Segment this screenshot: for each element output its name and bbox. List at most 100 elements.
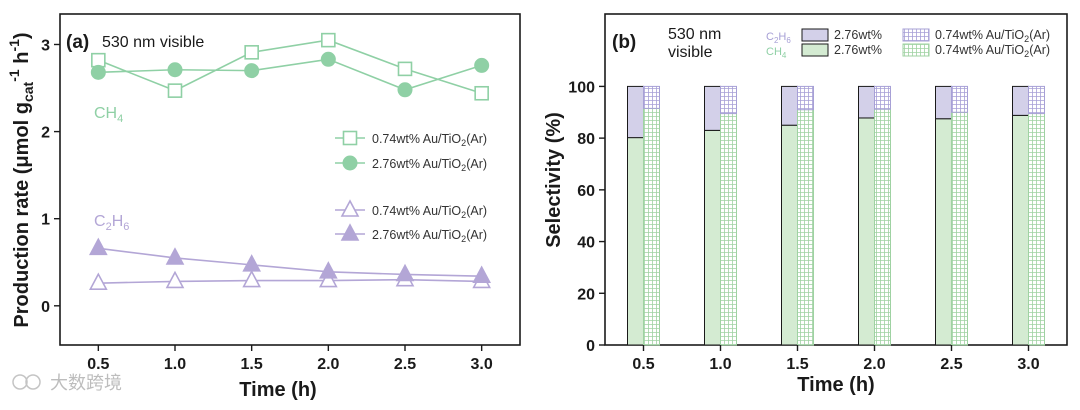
panel-a-x-tick-label: 0.5 xyxy=(87,356,109,373)
data-point-ch4_074 xyxy=(244,45,259,60)
legend-label-c2h6_276: 2.76wt% Au/TiO2(Ar) xyxy=(372,228,487,244)
panel-a-xlabel: Time (h) xyxy=(239,379,316,401)
panel-a-y-tick-label: 0 xyxy=(41,299,50,316)
bar-c2h6-276 xyxy=(1012,85,1029,116)
legend-swatch-ch4-276 xyxy=(801,43,829,57)
data-point-ch4_074 xyxy=(321,32,336,48)
legend-col2-row1-end: (Ar) xyxy=(1029,28,1050,42)
panel-a-y-tick-label: 2 xyxy=(41,125,50,142)
series-line-ch4_276 xyxy=(98,58,482,91)
legend-marker-ch4_074 xyxy=(342,130,358,146)
data-point-ch4_276 xyxy=(244,63,260,79)
legend-c2h6-c: C xyxy=(766,31,774,43)
legend-ch4-label: CH4 xyxy=(766,46,787,60)
data-point-ch4_276 xyxy=(167,62,183,78)
legend-col2-row1: 0.74wt% Au/TiO2(Ar) xyxy=(935,28,1050,44)
panel-b-legend: C2H6 CH4 2.76wt% 2.76wt% 0.74wt% Au/TiO2… xyxy=(766,28,1050,60)
data-point-ch4_276 xyxy=(320,51,336,67)
bar-c2h6-074 xyxy=(643,85,660,109)
panel-a-x-tick-label: 1.5 xyxy=(241,356,263,373)
data-point-ch4_276 xyxy=(397,82,413,98)
panel-b-y-tick-label: 100 xyxy=(568,79,595,96)
ylabel-sup2: -1 xyxy=(6,39,22,52)
panel-b-label: (b) xyxy=(612,32,636,53)
legend-ch4-ch: CH xyxy=(766,46,782,58)
panel-b-x-tick-label: 1.0 xyxy=(709,356,731,373)
panel-b-x-tick-label: 1.5 xyxy=(786,356,808,373)
legend-c2h6-label: C2H6 xyxy=(766,31,791,45)
legend-label-ch4_074: 0.74wt% Au/TiO2(Ar) xyxy=(372,132,487,148)
c2h6-label-h: H xyxy=(112,213,124,230)
data-point-c2h6_276 xyxy=(395,263,415,282)
bar-ch4-074 xyxy=(951,111,968,346)
panel-a-x-tick-label: 2.0 xyxy=(317,356,339,373)
bar-ch4-074 xyxy=(874,108,891,346)
bar-c2h6-276 xyxy=(704,85,721,131)
bar-c2h6-074 xyxy=(1028,85,1045,115)
data-point-c2h6_276 xyxy=(472,265,491,283)
panel-b-y-tick-label: 0 xyxy=(586,338,595,355)
bar-ch4-074 xyxy=(643,107,660,346)
bar-c2h6-276 xyxy=(627,85,644,139)
panel-b-x-tick-label: 0.5 xyxy=(632,356,654,373)
data-point-c2h6_074 xyxy=(165,270,185,289)
ch4-label-sub: 4 xyxy=(117,113,123,125)
panel-a-series xyxy=(89,32,491,290)
legend-label-ch4_276: 2.76wt% Au/TiO2(Ar) xyxy=(372,157,487,173)
panel-a-c2h6-label: C2H6 xyxy=(94,213,129,233)
legend-swatch-c2h6-276 xyxy=(801,28,829,42)
panel-a-ch4-label: CH4 xyxy=(94,105,123,125)
ylabel-mid: h xyxy=(11,52,33,70)
panel-b-frame xyxy=(604,13,1068,346)
legend-col2-row1-main: 0.74wt% Au/TiO xyxy=(935,28,1024,42)
panel-b-x-tick-label: 3.0 xyxy=(1017,356,1039,373)
panel-a-frame xyxy=(59,13,521,346)
panel-a-legend: 0.74wt% Au/TiO2(Ar) 2.76wt% Au/TiO2(Ar) 0.… xyxy=(335,130,487,244)
panel-b-condition-line1: 530 nm xyxy=(668,26,721,43)
panel-b-bars xyxy=(627,85,1045,346)
data-point-ch4_074 xyxy=(167,83,183,98)
ylabel-main: Production rate (μmol g xyxy=(11,102,33,328)
panel-b-y-tick-label: 40 xyxy=(577,235,595,252)
bar-ch4-276 xyxy=(858,117,875,346)
bar-ch4-074 xyxy=(720,113,737,346)
data-point-c2h6_074 xyxy=(319,269,338,288)
data-point-ch4_074 xyxy=(474,85,489,101)
bar-c2h6-276 xyxy=(781,85,798,126)
bar-c2h6-074 xyxy=(874,85,891,110)
data-point-ch4_276 xyxy=(474,57,490,73)
panel-b-x-tick-label: 2.0 xyxy=(863,356,885,373)
data-point-ch4_276 xyxy=(90,64,106,80)
legend-marker-ch4_276 xyxy=(342,155,358,171)
legend-ch4-sub4: 4 xyxy=(782,51,787,60)
bar-c2h6-074 xyxy=(720,85,737,115)
panel-a-x-tick-label: 3.0 xyxy=(471,356,493,373)
bar-ch4-276 xyxy=(781,124,798,346)
watermark: 大数跨境 xyxy=(12,373,122,393)
data-point-c2h6_074 xyxy=(89,272,108,290)
panel-b-axes: 0.5 1.0 1.5 2.0 2.5 3.0 0 20 40 60 80 100 xyxy=(568,79,1039,373)
c2h6-label-sub2: 2 xyxy=(106,221,112,233)
bar-ch4-276 xyxy=(935,118,952,346)
legend-marker-c2h6_276 xyxy=(340,223,360,241)
c2h6-label-c: C xyxy=(94,213,106,230)
data-point-ch4_074 xyxy=(91,52,106,68)
legend-c2h6-sub6: 6 xyxy=(786,36,791,45)
series-line-ch4_074 xyxy=(98,39,482,95)
legend-col1-row1: 2.76wt% xyxy=(834,28,882,42)
bar-ch4-276 xyxy=(627,137,644,346)
legend-swatch-ch4-074 xyxy=(902,43,930,57)
data-point-ch4_074 xyxy=(397,61,413,77)
legend-swatch-c2h6-074 xyxy=(902,28,930,42)
bar-c2h6-276 xyxy=(935,85,952,120)
ylabel-sub: cat xyxy=(20,81,36,102)
panel-a-condition: 530 nm visible xyxy=(102,34,204,51)
panel-b-x-tick-label: 2.5 xyxy=(940,356,962,373)
bar-ch4-276 xyxy=(704,129,721,346)
panel-a-y-tick-label: 1 xyxy=(41,212,50,229)
data-point-c2h6_276 xyxy=(242,254,261,272)
ch4-label-main: CH xyxy=(94,105,117,122)
panel-a-x-tick-label: 1.0 xyxy=(164,356,186,373)
